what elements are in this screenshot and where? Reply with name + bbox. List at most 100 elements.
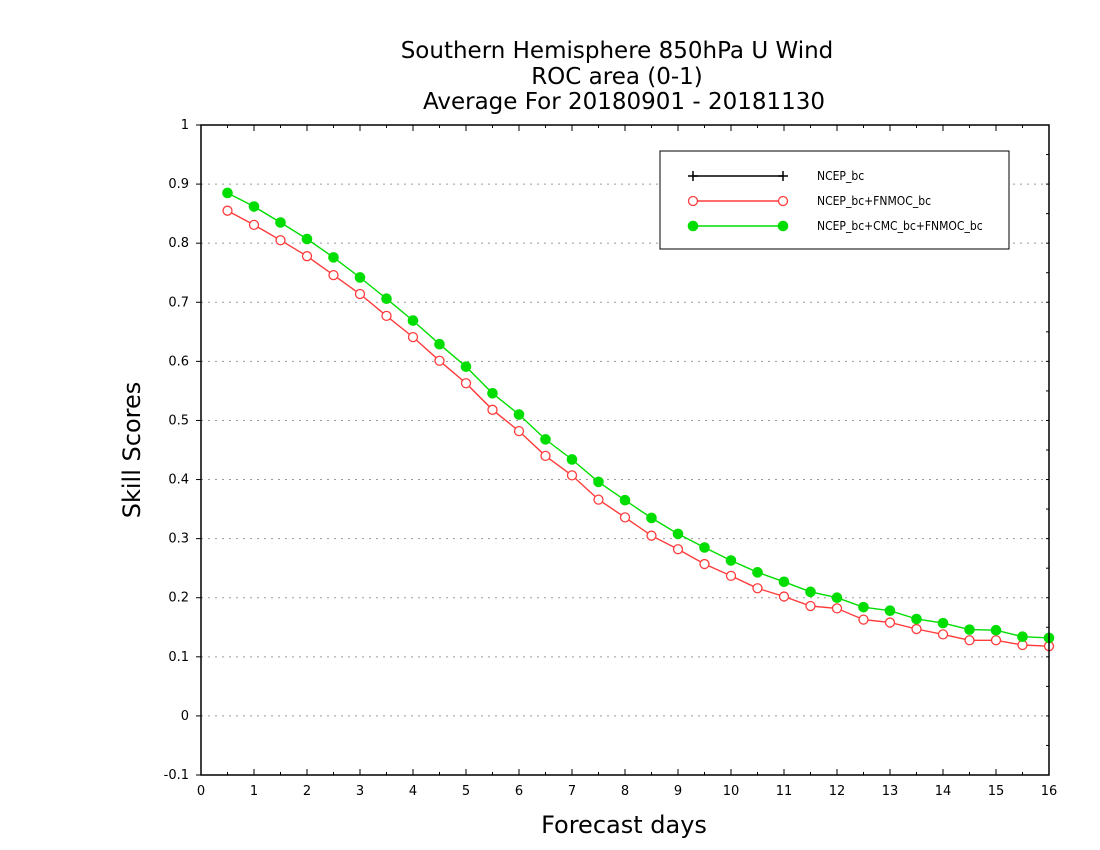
x-tick-label: 8 — [621, 784, 629, 799]
x-tick-label: 1 — [250, 784, 258, 799]
data-point — [248, 219, 260, 231]
gridlines — [201, 183, 1049, 717]
y-tick-label: 0.5 — [168, 413, 189, 428]
y-tick-label: -0.1 — [164, 768, 189, 783]
data-point — [460, 361, 472, 372]
data-point — [328, 269, 339, 281]
data-point — [699, 558, 710, 570]
data-point — [328, 252, 339, 263]
data-point — [990, 635, 1002, 646]
x-tick-label: 15 — [988, 784, 1005, 799]
chart-title-line-1: Southern Hemisphere 850hPa U Wind — [401, 38, 834, 64]
legend-marker — [777, 220, 789, 232]
data-point — [699, 542, 710, 553]
x-tick-label: 7 — [568, 784, 576, 799]
legend-marker — [687, 195, 699, 207]
data-point — [487, 404, 498, 415]
data-point — [275, 235, 286, 246]
data-point — [354, 288, 366, 300]
x-tick-label: 0 — [197, 784, 205, 799]
series-line — [227, 210, 1050, 647]
data-point — [805, 586, 816, 598]
data-point — [275, 217, 286, 228]
legend-marker — [777, 195, 789, 207]
data-point — [222, 187, 233, 199]
data-point — [990, 624, 1002, 636]
data-point — [752, 567, 763, 578]
data-point — [964, 624, 975, 635]
data-point — [672, 528, 684, 540]
data-point — [381, 310, 392, 322]
data-point — [540, 450, 551, 462]
data-point — [778, 576, 790, 588]
series-line — [227, 192, 1050, 639]
data-point — [964, 635, 975, 646]
data-point — [1017, 631, 1028, 643]
data-point — [487, 387, 498, 399]
data-point — [434, 338, 445, 350]
data-point — [540, 434, 551, 445]
data-point — [725, 570, 737, 582]
x-tick-label: 6 — [515, 784, 523, 799]
data-point — [513, 409, 525, 420]
x-axis-label: Forecast days — [541, 811, 707, 839]
y-tick-label: 0 — [181, 709, 189, 724]
y-tick-label: 0.1 — [168, 650, 189, 665]
series-2 — [222, 187, 1055, 644]
y-tick-label: 0.9 — [168, 177, 189, 192]
data-point — [301, 251, 313, 262]
data-point — [646, 530, 657, 541]
data-point — [805, 600, 816, 612]
data-point — [884, 605, 896, 617]
x-tick-label: 5 — [462, 784, 470, 799]
x-tick-label: 3 — [356, 784, 364, 799]
data-point — [513, 425, 525, 437]
data-point — [858, 601, 869, 613]
series-lines — [222, 187, 1055, 652]
data-point — [911, 613, 922, 625]
y-tick-label: 0.6 — [168, 354, 189, 369]
data-point — [858, 614, 869, 625]
y-axis-label: Skill Scores — [118, 382, 146, 519]
data-point — [884, 617, 896, 628]
legend-label: NCEP_bc+FNMOC_bc — [817, 194, 931, 208]
x-tick-label: 16 — [1041, 784, 1058, 799]
legend-marker — [778, 171, 788, 181]
data-point — [911, 623, 922, 635]
data-point — [460, 378, 472, 389]
x-tick-label: 13 — [882, 784, 899, 799]
x-tick-label: 12 — [829, 784, 846, 799]
data-point — [593, 494, 604, 505]
legend: NCEP_bc NCEP_bc+FNMOC_bc NCEP_bc+CMC_bc+FN… — [659, 150, 1010, 250]
data-point — [725, 555, 737, 566]
legend-label: NCEP_bc — [817, 169, 864, 183]
y-tick-label: 1 — [181, 118, 189, 133]
data-point — [434, 355, 445, 366]
data-point — [222, 205, 233, 216]
data-point — [248, 201, 260, 212]
x-tick-label: 2 — [303, 784, 311, 799]
x-tick-label: 9 — [674, 784, 682, 799]
data-point — [752, 583, 763, 594]
axis-ticks: -0.100.10.20.30.40.50.60.70.80.910 1 2 3 4 5 6… — [164, 118, 1058, 799]
legend-box — [659, 150, 1010, 250]
data-point — [301, 233, 313, 245]
chart-title-line-3: Average For 20180901 - 20181130 — [423, 89, 825, 115]
x-tick-label: 14 — [935, 784, 952, 799]
y-tick-label: 0.4 — [168, 473, 189, 488]
y-tick-label: 0.3 — [168, 532, 189, 547]
data-point — [619, 512, 631, 523]
x-tick-label: 10 — [723, 784, 740, 799]
data-point — [593, 476, 604, 488]
data-point — [778, 591, 790, 602]
data-point — [831, 603, 843, 614]
data-point — [381, 293, 392, 305]
data-point — [672, 544, 684, 555]
data-point — [831, 592, 843, 604]
legend-marker — [688, 171, 698, 181]
data-point — [619, 494, 631, 506]
data-point — [937, 617, 949, 629]
x-tick-label: 4 — [409, 784, 417, 799]
chart-title: Southern Hemisphere 850hPa U Wind ROC ar… — [401, 38, 834, 115]
